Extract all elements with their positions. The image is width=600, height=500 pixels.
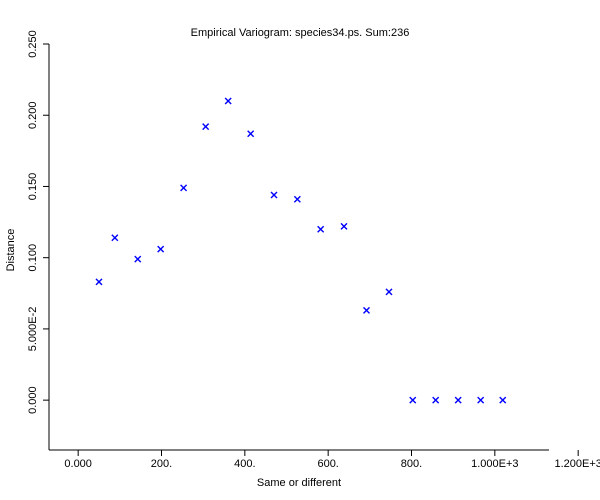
data-point (157, 245, 165, 253)
data-point (270, 191, 278, 199)
x-tick-label: 600. (317, 458, 338, 470)
data-point (180, 184, 188, 192)
x-tick-label: 1.200E+3 (554, 458, 600, 470)
x-tick-label: 200. (151, 458, 172, 470)
data-point (363, 306, 370, 314)
data-point (224, 97, 232, 105)
x-tick-label: 1.000E+3 (471, 458, 518, 470)
data-point (385, 288, 393, 296)
data-point (293, 195, 301, 203)
x-tick-label: 0.000 (64, 458, 92, 470)
data-point (340, 222, 348, 230)
data-point (454, 396, 462, 404)
y-tick-label: 0.200 (27, 101, 39, 129)
y-axis-label: Distance (5, 229, 17, 272)
data-point (202, 123, 210, 131)
data-point (111, 234, 119, 242)
y-tick-label: 0.250 (27, 30, 39, 58)
y-tick-label: 0.150 (27, 173, 39, 201)
data-point (95, 278, 103, 286)
x-tick-label: 400. (234, 458, 255, 470)
data-point (247, 130, 255, 138)
data-points (95, 97, 507, 404)
data-point (317, 225, 325, 233)
chart-title: Empirical Variogram: species34.ps. Sum:2… (191, 27, 410, 39)
data-point (432, 396, 440, 404)
data-point (409, 396, 417, 404)
data-point (477, 396, 485, 404)
y-tick-label: 0.100 (27, 244, 39, 272)
y-axis-ticks: 0.000 5.000E-2 0.100 0.150 0.200 0.250 (27, 30, 49, 414)
data-point (134, 255, 142, 263)
x-tick-label: 800. (401, 458, 422, 470)
data-point (499, 396, 507, 404)
x-axis-ticks: 0.000 200. 400. 600. 800. 1.000E+3 1.200E+3 (64, 450, 600, 470)
y-tick-label: 0.000 (27, 386, 39, 414)
x-axis-label: Same or different (257, 477, 341, 489)
axes (48, 44, 549, 451)
y-tick-label: 5.000E-2 (27, 307, 39, 352)
